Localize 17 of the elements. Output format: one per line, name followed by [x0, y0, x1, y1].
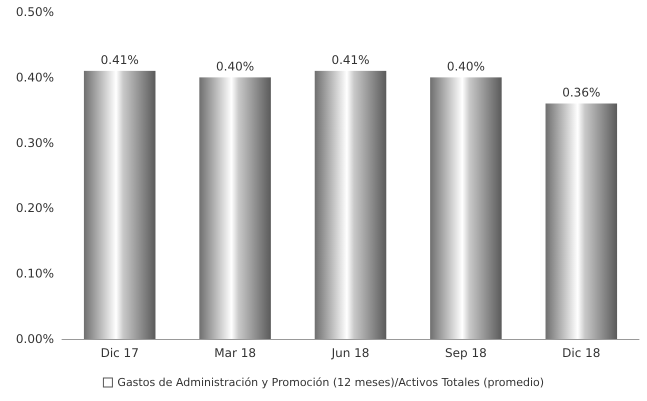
legend-label: Gastos de Administración y Promoción (12 meses)/Activos Totales (promedio) — [117, 376, 544, 389]
data-label: 0.41% — [100, 52, 139, 67]
y-tick-label: 0.50% — [16, 5, 54, 19]
x-tick-label: Jun 18 — [330, 346, 370, 360]
x-tick-label: Sep 18 — [445, 346, 487, 360]
data-label: 0.36% — [562, 86, 600, 100]
y-tick-label: 0.30% — [16, 136, 54, 150]
data-label: 0.40% — [216, 59, 254, 74]
data-label: 0.40% — [446, 59, 485, 74]
y-tick-label: 0.40% — [16, 70, 54, 84]
y-tick-label: 0.10% — [16, 266, 54, 281]
x-tick-label: Mar 18 — [214, 346, 256, 360]
y-tick-label: 0.00% — [16, 332, 54, 346]
data-label: 0.41% — [331, 52, 370, 67]
x-tick-label: Dic 18 — [562, 346, 600, 360]
x-tick-label: Dic 17 — [100, 346, 139, 360]
y-tick-label: 0.20% — [16, 201, 54, 216]
